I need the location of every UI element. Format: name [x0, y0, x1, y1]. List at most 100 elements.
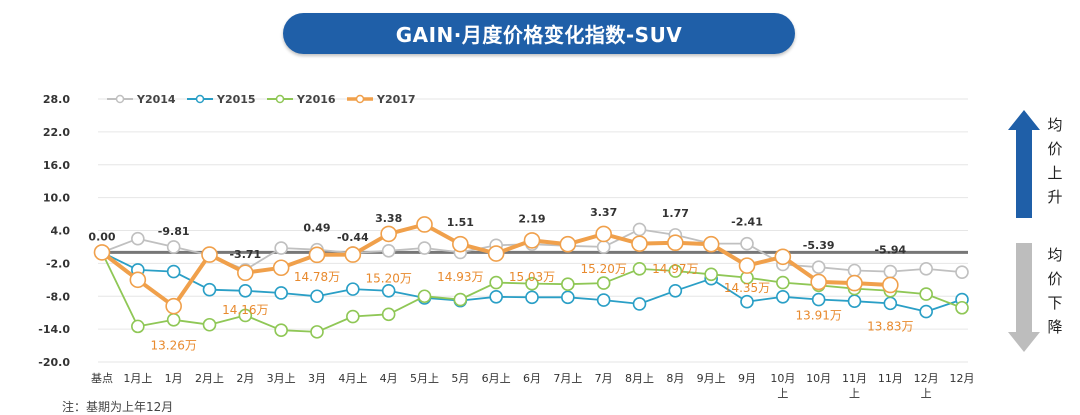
x-tick-label: 11月上	[842, 372, 867, 400]
footnote: 注：基期为上年12月	[62, 400, 174, 414]
x-tick-label: 4月	[380, 372, 398, 385]
price-label: 14.97万	[652, 262, 698, 276]
value-label: -5.39	[803, 239, 835, 252]
data-point	[381, 243, 396, 258]
x-tick-label: 2月上	[195, 372, 224, 385]
x-tick-label: 1月上	[123, 372, 152, 385]
data-point	[596, 293, 611, 307]
data-point	[131, 319, 145, 334]
value-label: 1.77	[662, 207, 689, 220]
x-tick-label-line: 上	[921, 387, 932, 400]
x-tick-label-line: 12月	[914, 372, 939, 385]
data-point	[417, 289, 432, 304]
legend-label: Y2016	[296, 93, 336, 106]
value-label: 2.19	[518, 212, 545, 225]
x-tick-label-line: 基点	[91, 372, 113, 385]
data-point	[310, 325, 324, 339]
data-point	[811, 292, 826, 307]
data-point	[381, 283, 396, 298]
value-label: -5.94	[874, 244, 906, 257]
price-label: 15.20万	[580, 262, 626, 276]
trend-label-down: 价	[1047, 270, 1062, 288]
price-label: 13.91万	[795, 308, 841, 322]
x-tick-label: 5月	[451, 372, 469, 385]
trend-label-up: 均	[1047, 116, 1062, 134]
x-tick-label: 10月上	[770, 372, 795, 400]
data-point	[774, 248, 792, 266]
data-point	[346, 309, 360, 324]
data-point	[238, 308, 253, 323]
x-tick-label-line: 10月	[806, 372, 831, 385]
x-tick-label-line: 1月上	[123, 372, 152, 385]
price-label: 14.93万	[437, 270, 483, 284]
data-point	[238, 283, 253, 298]
data-point	[523, 232, 541, 249]
legend-label: Y2014	[136, 93, 176, 106]
data-point	[776, 275, 790, 290]
x-axis: 基点 1月上 1月 2月上 2月 3月上 3月 4月上 4月 5月上 5月 6月上 6月 7月上 7月 8月上…	[91, 372, 975, 400]
x-tick-label-line: 10月	[770, 372, 795, 385]
y-tick-label: 10.0	[43, 192, 70, 205]
value-label: -0.44	[337, 231, 369, 244]
data-point	[346, 282, 360, 296]
x-tick-label: 7月	[595, 372, 613, 385]
x-tick-label: 2月	[236, 372, 254, 385]
x-tick-label-line: 3月上	[267, 372, 296, 385]
data-point	[596, 276, 611, 290]
x-tick-label-line: 9月上	[697, 372, 726, 385]
grid	[98, 98, 968, 363]
x-tick-label-line: 11月	[878, 372, 903, 385]
data-point	[919, 287, 933, 301]
data-point	[919, 304, 933, 319]
data-point	[632, 297, 647, 311]
legend-marker	[355, 94, 365, 104]
data-point	[702, 235, 720, 253]
data-point	[274, 286, 288, 300]
trend-label-down: 下	[1047, 294, 1062, 312]
y-tick-label: 22.0	[43, 126, 70, 139]
data-point	[166, 240, 181, 254]
data-point	[202, 317, 217, 332]
x-tick-label-line: 8月上	[625, 372, 654, 385]
legend-marker	[275, 94, 285, 104]
data-point	[166, 264, 181, 279]
value-label: 0.49	[303, 222, 330, 235]
x-tick-label-line: 6月	[523, 372, 541, 385]
data-point	[344, 246, 362, 263]
data-point	[561, 290, 575, 305]
y-tick-label: -2.0	[46, 257, 70, 270]
data-point	[668, 283, 683, 298]
y-tick-label: -14.0	[38, 323, 70, 336]
data-point	[131, 231, 145, 246]
trend-label-down: 均	[1047, 246, 1062, 264]
data-point	[740, 294, 754, 309]
x-tick-label: 9月上	[697, 372, 726, 385]
up-arrow-icon	[1008, 110, 1040, 218]
x-tick-label: 6月上	[482, 372, 511, 385]
data-point	[453, 292, 468, 307]
value-label: -9.81	[158, 225, 190, 238]
x-tick-label-line: 上	[777, 387, 788, 400]
x-tick-label: 8月	[666, 372, 684, 385]
data-point	[381, 307, 396, 322]
data-point	[487, 245, 505, 262]
x-tick-label-line: 3月	[308, 372, 326, 385]
data-point	[776, 289, 790, 304]
data-point	[882, 276, 899, 294]
x-tick-label: 6月	[523, 372, 541, 385]
trend-label-down: 降	[1047, 318, 1062, 336]
data-point	[489, 275, 503, 290]
data-point	[274, 323, 288, 338]
data-point	[704, 267, 718, 282]
x-tick-label: 3月上	[267, 372, 296, 385]
data-point	[631, 235, 648, 252]
x-tick-label: 4月上	[338, 372, 367, 385]
data-point	[632, 222, 647, 237]
x-tick-label-line: 7月	[595, 372, 613, 385]
y-tick-label: -8.0	[46, 290, 70, 303]
value-label: -2.41	[731, 216, 763, 229]
data-labels: 0.00 -9.81 -3.71 0.49 -0.44 3.38 1.51 2.19 3.37 1…	[88, 206, 913, 353]
data-point	[667, 234, 684, 252]
price-label: 13.26万	[150, 339, 196, 353]
